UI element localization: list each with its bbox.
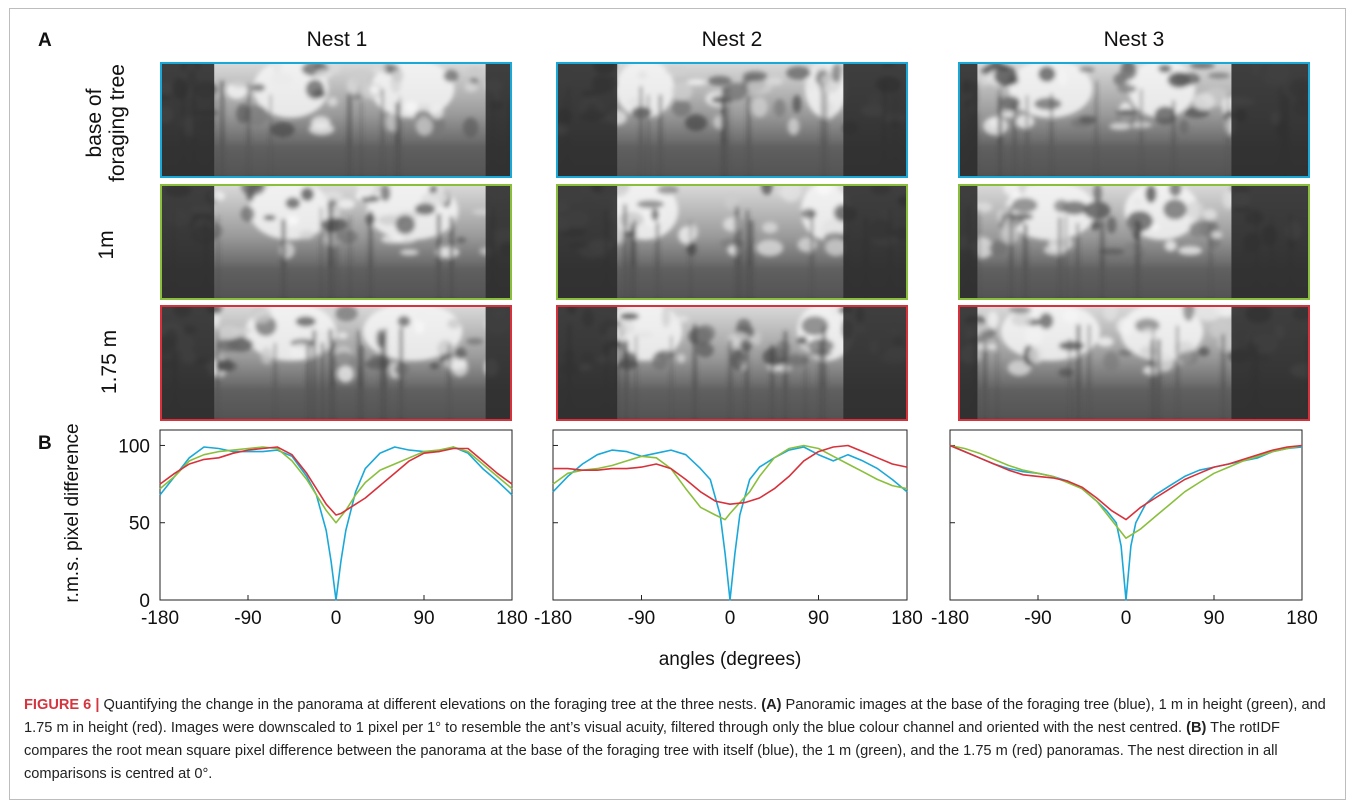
figure-caption: FIGURE 6 | Quantifying the change in the…	[24, 694, 1334, 786]
chart-1-series-green	[159, 446, 513, 524]
chart-1-xtick-label: 0	[331, 608, 342, 629]
panorama-nest3-1m	[958, 184, 1310, 300]
chart-1-xtick-label: 90	[413, 608, 434, 629]
chart-1-xtick-label: -180	[141, 608, 179, 629]
chart-2-series-green	[552, 444, 908, 521]
caption-a-text: Panoramic images at the base of the fora…	[24, 697, 1326, 736]
chart-2-xtick-label: -90	[628, 608, 655, 629]
chart-2-xtick-label: 90	[808, 608, 829, 629]
chart-2-series-red	[553, 444, 908, 505]
rotidf-charts: -180 -90 0 90 180 0 50 100 r.m.s. pixel differen…	[62, 423, 1318, 670]
chart-2-xtick-label: 180	[891, 608, 923, 629]
chart-1-xtick-label: 180	[496, 608, 528, 629]
chart-3-xtick-label: -180	[931, 608, 969, 629]
chart-3-xtick-label: 180	[1286, 608, 1318, 629]
chart-3-frame	[949, 429, 1303, 601]
y-axis-label: r.m.s. pixel difference	[62, 423, 83, 602]
chart-3-xtick-label: 90	[1203, 608, 1224, 629]
figure-frame	[9, 8, 1346, 800]
caption-b-text: The rotIDF compares the root mean square…	[24, 720, 1280, 782]
chart-1-ytick-label: 0	[139, 591, 150, 612]
chart-3-xtick-label: 0	[1121, 608, 1132, 629]
chart-3-series-green	[949, 444, 1303, 539]
chart-2-xtick-label: 0	[725, 608, 736, 629]
panorama-nest1-1m	[160, 184, 512, 300]
nest-1-title: Nest 1	[306, 28, 368, 51]
panorama-nest2-1m	[556, 184, 908, 300]
panorama-nest2-175m	[556, 305, 908, 421]
chart-3-series-red	[949, 444, 1303, 521]
panorama-nest3-base	[958, 62, 1310, 178]
caption-intro: Quantifying the change in the panorama a…	[99, 697, 762, 713]
panorama-nest1-175m	[160, 305, 512, 421]
caption-label: FIGURE 6 |	[24, 697, 100, 713]
nest-2-title: Nest 2	[701, 28, 763, 51]
panel-b-label: B	[38, 433, 52, 454]
panorama-nest3-175m	[958, 305, 1310, 421]
x-axis-label: angles (degrees)	[659, 649, 802, 670]
chart-2-xtick-label: -180	[534, 608, 572, 629]
panorama-nest2-base	[556, 62, 908, 178]
chart-1-series-blue	[159, 446, 513, 601]
chart-1-ytick-label: 100	[118, 436, 150, 457]
chart-3-xtick-label: -90	[1024, 608, 1051, 629]
caption-a-tag: (A)	[761, 697, 782, 713]
caption-b-tag: (B)	[1186, 720, 1207, 736]
chart-1-xtick-label: -90	[234, 608, 261, 629]
panorama-nest1-base	[160, 62, 512, 178]
chart-3-series-blue	[949, 444, 1303, 601]
chart-2-frame	[552, 429, 908, 601]
chart-1-ytick-label: 50	[129, 514, 150, 535]
chart-1-series-red	[159, 446, 513, 516]
nest-3-title: Nest 3	[1103, 28, 1165, 51]
panel-a-label: A	[38, 30, 52, 51]
